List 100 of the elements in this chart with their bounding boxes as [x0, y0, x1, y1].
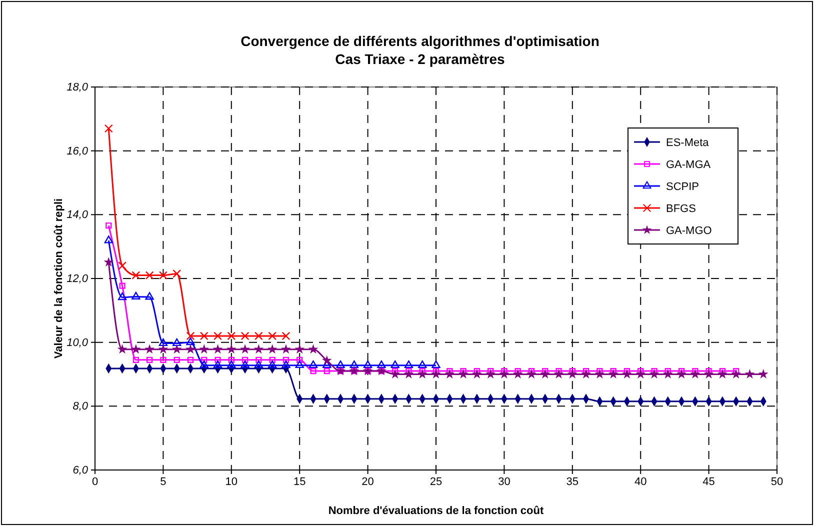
y-tick-label: 12,0 — [66, 273, 89, 286]
point — [242, 356, 248, 363]
point — [132, 292, 140, 300]
point — [446, 370, 454, 378]
point — [432, 360, 440, 368]
point — [296, 345, 304, 353]
y-tick-label: 10,0 — [66, 336, 89, 349]
point — [254, 360, 263, 368]
point — [691, 370, 699, 378]
point — [200, 345, 208, 353]
x-tick-label: 30 — [498, 476, 510, 488]
legend-label: GA-MGA — [666, 159, 712, 171]
point — [106, 222, 112, 229]
point — [596, 370, 604, 378]
point — [486, 370, 494, 378]
point — [132, 356, 139, 363]
point — [119, 282, 126, 289]
point — [418, 360, 427, 368]
point — [214, 332, 222, 340]
y-tick-label: 6,0 — [72, 464, 89, 477]
x-tick-label: 25 — [430, 476, 442, 488]
point — [610, 370, 618, 378]
point — [732, 370, 740, 378]
point — [282, 356, 290, 363]
point — [228, 345, 236, 353]
legend-label: SCPIP — [666, 181, 700, 193]
x-tick-label: 0 — [92, 476, 98, 488]
point — [145, 292, 154, 300]
point — [172, 269, 182, 278]
point — [240, 332, 250, 340]
point — [404, 360, 414, 368]
y-tick-label: 16,0 — [66, 145, 89, 158]
point — [568, 370, 576, 378]
point — [104, 258, 112, 266]
x-tick-label: 20 — [362, 476, 374, 488]
point — [200, 360, 208, 368]
point — [623, 370, 631, 378]
point — [282, 360, 290, 368]
legend-label: GA-MGO — [666, 225, 712, 237]
point — [268, 360, 277, 368]
point — [118, 262, 127, 270]
point — [636, 370, 644, 378]
y-tick-label: 18,0 — [66, 82, 89, 94]
point — [664, 370, 672, 378]
point — [214, 356, 221, 363]
point — [172, 338, 182, 346]
point — [254, 345, 262, 353]
point — [240, 360, 250, 368]
point — [213, 360, 222, 368]
point — [132, 345, 140, 353]
point — [760, 370, 768, 378]
point — [201, 356, 208, 363]
point — [104, 236, 113, 244]
point — [158, 271, 168, 280]
point — [363, 360, 372, 368]
point — [104, 124, 113, 133]
point — [145, 271, 154, 280]
point — [228, 356, 234, 363]
y-tick-label: 8,0 — [72, 400, 89, 413]
point — [282, 345, 290, 353]
chart-subtitle: Cas Triaxe - 2 paramètres — [335, 51, 506, 67]
point — [390, 360, 400, 368]
point — [324, 368, 330, 374]
legend-label: ES-Meta — [666, 137, 710, 149]
point — [323, 356, 331, 364]
point — [269, 356, 276, 363]
point — [200, 332, 208, 340]
point — [718, 370, 726, 378]
point — [391, 370, 399, 378]
point — [241, 345, 249, 353]
x-tick-label: 35 — [566, 476, 579, 488]
point — [295, 360, 304, 368]
point — [268, 345, 276, 353]
point — [541, 370, 549, 378]
point — [418, 370, 426, 378]
point — [282, 332, 290, 340]
point — [160, 356, 166, 363]
x-tick-label: 15 — [293, 476, 306, 488]
legend-label: BFGS — [666, 203, 696, 215]
point — [473, 370, 481, 378]
point — [187, 356, 194, 363]
point — [146, 356, 153, 363]
y-axis-title: Valeur de la fonction coût repli — [53, 198, 65, 359]
point — [678, 370, 686, 378]
point — [308, 360, 318, 368]
x-tick-label: 40 — [634, 476, 647, 488]
point — [186, 332, 195, 340]
x-tick-label: 10 — [225, 476, 238, 488]
point — [528, 370, 536, 378]
point — [146, 345, 154, 353]
point — [173, 345, 181, 353]
point — [132, 271, 140, 280]
point — [582, 370, 590, 378]
y-tick-label: 14,0 — [66, 209, 89, 222]
point — [268, 332, 277, 340]
point — [336, 360, 345, 368]
x-tick-label: 45 — [702, 476, 715, 488]
point — [254, 332, 263, 340]
x-axis-title: Nombre d'évaluations de la fonction coût — [328, 505, 544, 517]
x-tick-label: 5 — [160, 476, 166, 488]
